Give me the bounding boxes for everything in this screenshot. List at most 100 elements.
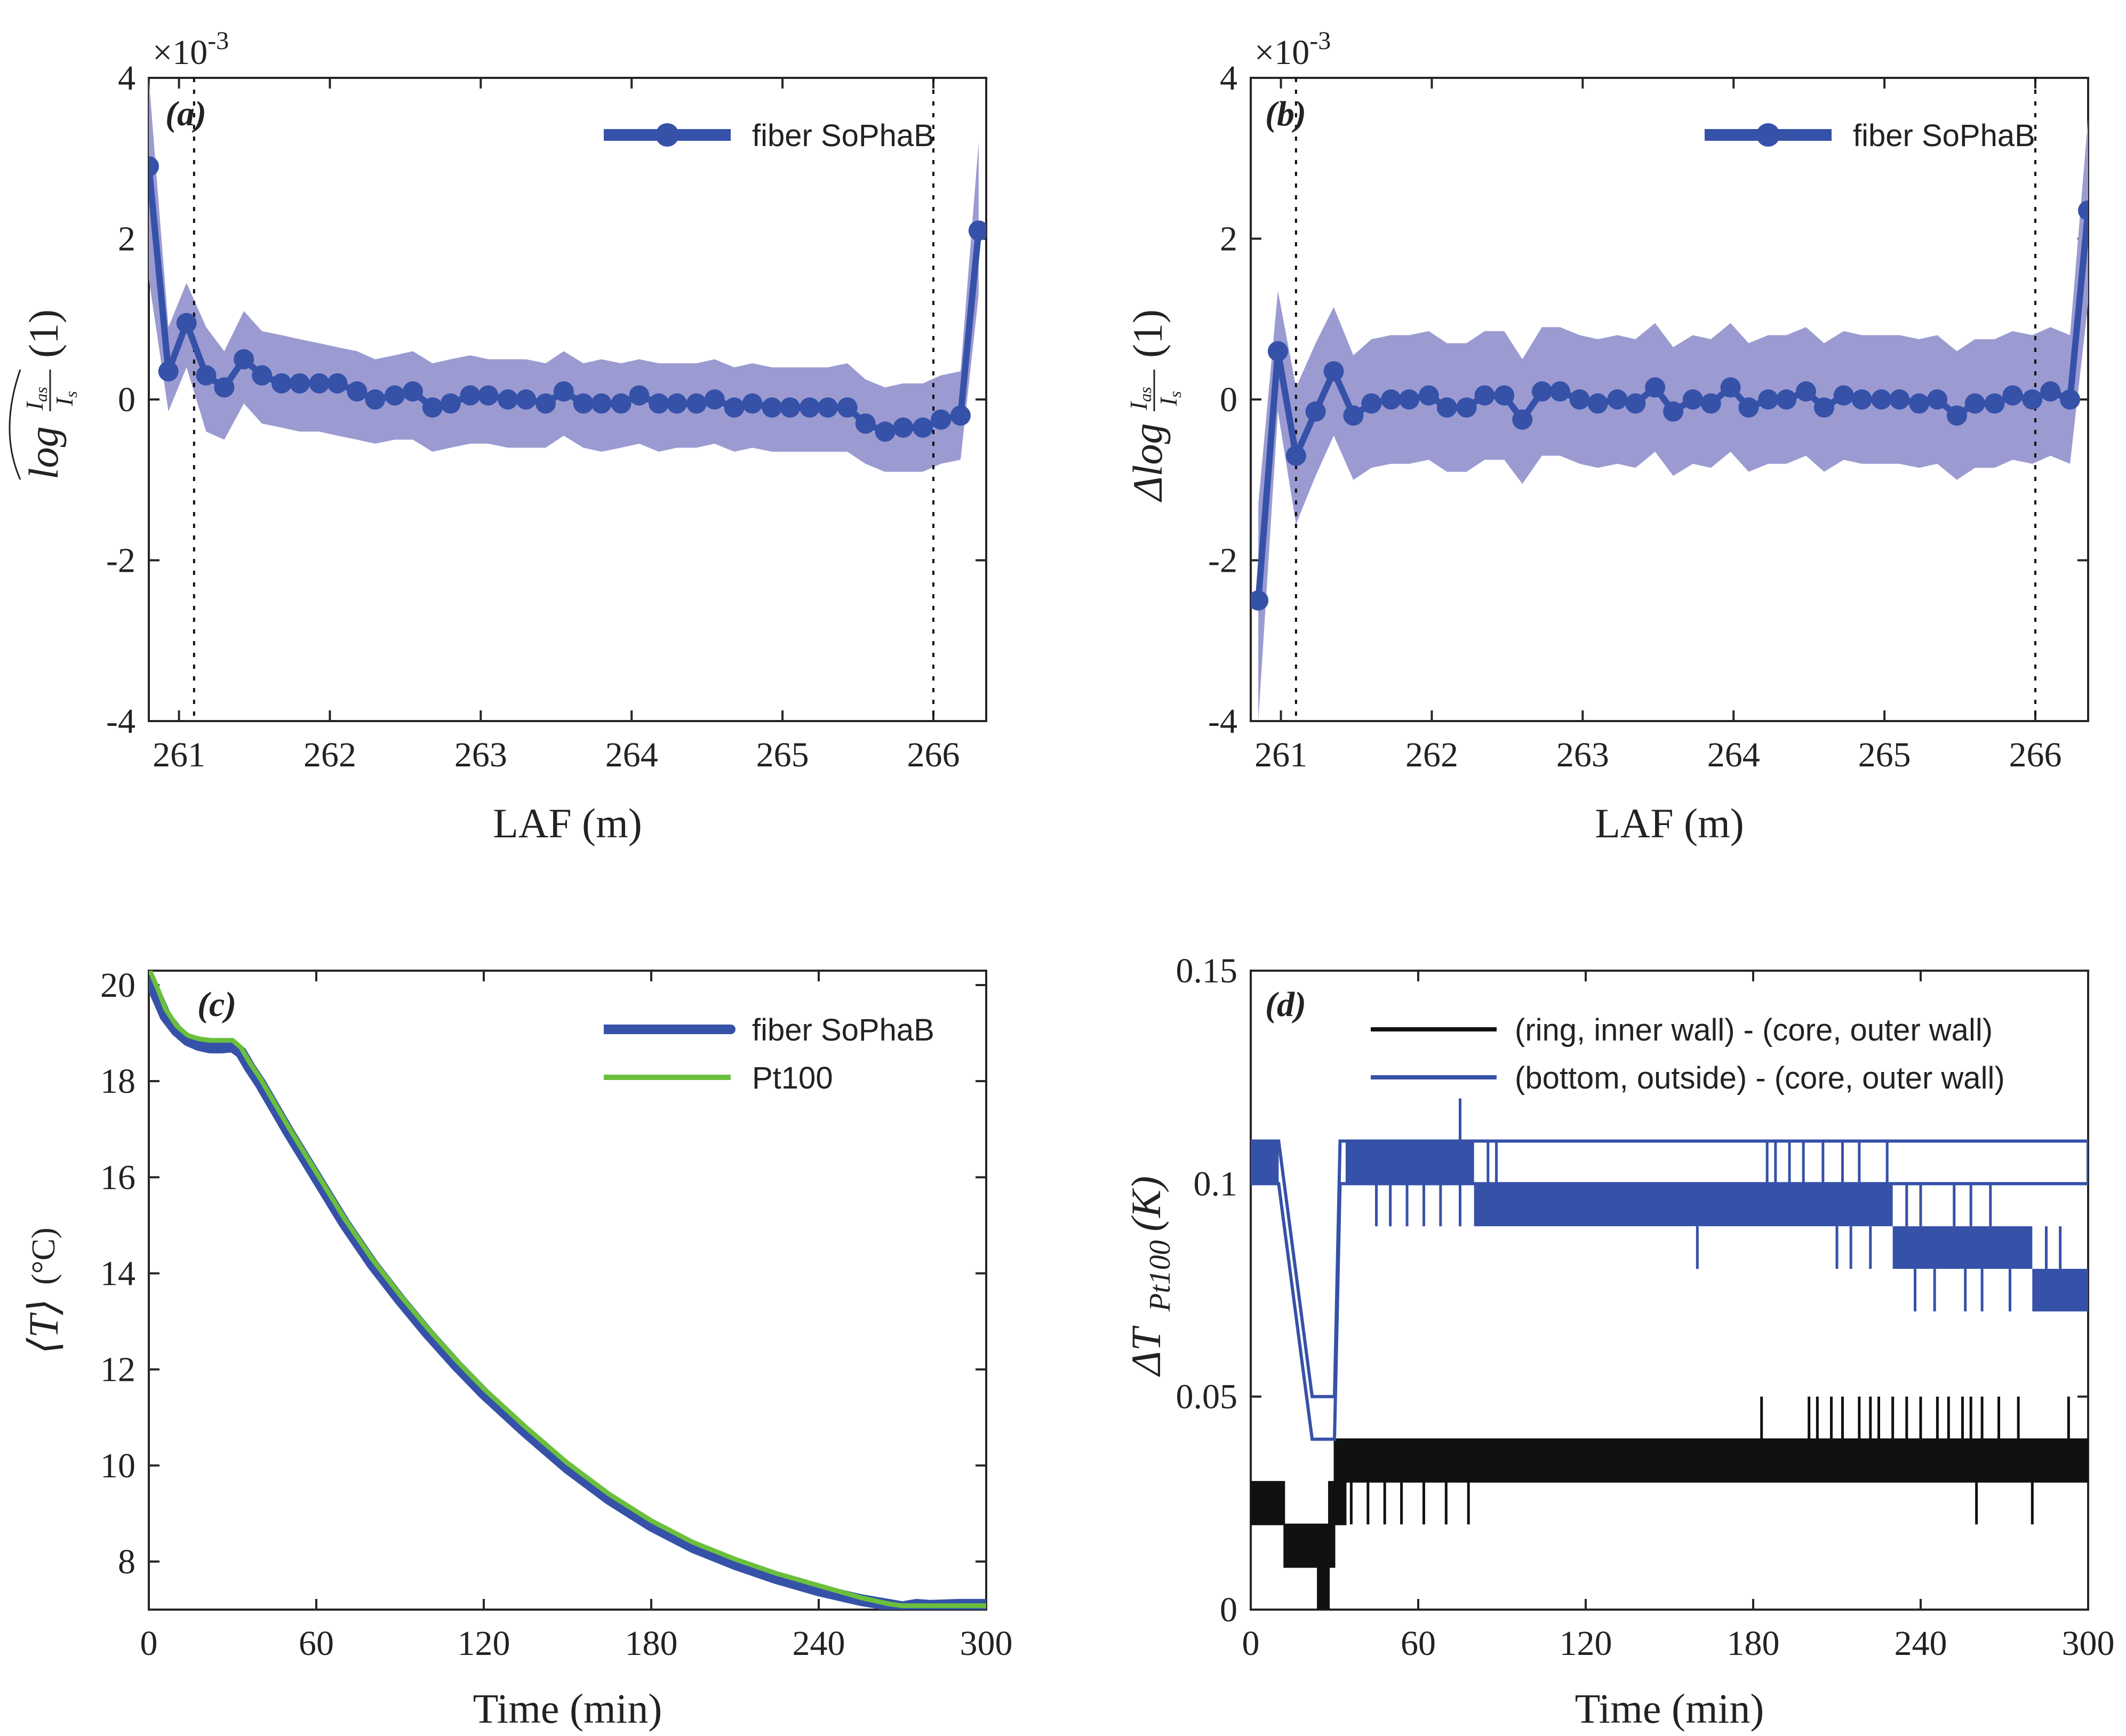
- bottom-series-band: [1345, 1141, 1474, 1184]
- fiber-data-point: [149, 156, 159, 177]
- x-tick-label: 263: [454, 735, 507, 774]
- y-tick-label: 12: [100, 1350, 135, 1389]
- fiber-data-point: [1700, 393, 1721, 414]
- fiber-data-point: [1587, 393, 1608, 414]
- fiber-data-point: [968, 220, 986, 241]
- fiber-data-point: [1927, 389, 1948, 410]
- fiber-data-point: [1381, 389, 1402, 410]
- legend-text-fiber-b: fiber SoPhaB: [1853, 118, 2035, 153]
- panel-b-label: (b): [1265, 94, 1306, 133]
- fiber-data-point: [1474, 385, 1495, 406]
- fiber-data-point: [950, 405, 971, 426]
- fiber-data-point: [252, 365, 273, 386]
- bottom-series-band: [1251, 1141, 1279, 1184]
- fiber-data-point: [591, 393, 612, 414]
- panel-c-ylabel: ⟨T⟩ (°C): [20, 1228, 67, 1354]
- panel-d-legend: (ring, inner wall) - (core, outer wall) …: [1371, 1013, 2005, 1095]
- fiber-data-point: [289, 373, 310, 394]
- fiber-data-point: [931, 409, 952, 430]
- fiber-data-point: [1833, 385, 1854, 406]
- panel-c-ylabel-main: ⟨T⟩: [20, 1299, 67, 1354]
- panel-d-ylabel-unit: (K): [1123, 1176, 1169, 1231]
- plot-area-c: [149, 971, 986, 1610]
- fiber-data-point: [516, 389, 537, 410]
- fiber-data-point: [1738, 397, 1759, 418]
- panel-c-legend: fiber SoPhaB Pt100: [604, 1013, 934, 1095]
- fiber-data-point: [1323, 361, 1344, 382]
- fiber-data-point: [724, 397, 745, 418]
- legend-text-pt100-c: Pt100: [752, 1061, 833, 1095]
- panel-a-ticks: 261 262 263 264 265 266 -4 -2 0 2 4: [106, 59, 986, 774]
- fiber-data-point: [1682, 389, 1703, 410]
- fiber-data-point: [1889, 389, 1910, 410]
- panel-a-ylabel-unit: (1): [20, 309, 67, 358]
- fiber-data-point: [365, 389, 386, 410]
- panel-d-ylabel-sub: Pt100: [1144, 1240, 1177, 1312]
- legend-marker-fiber-b: [1756, 123, 1780, 147]
- legend-marker-fiber-c: [726, 1025, 736, 1034]
- fiber-data-point: [1494, 385, 1515, 406]
- plot-area-b: [1251, 78, 2088, 721]
- x-tick-label: 265: [1858, 735, 1911, 774]
- x-tick-label: 240: [793, 1624, 845, 1663]
- panel-b-plot: [1251, 78, 2088, 721]
- bottom-series-band: [2032, 1269, 2088, 1311]
- y-tick-label: 2: [118, 220, 135, 259]
- fiber-data-point: [893, 417, 914, 438]
- x-tick-label: 261: [153, 735, 205, 774]
- panel-c-label: (c): [197, 985, 236, 1024]
- legend-text-ring-d: (ring, inner wall) - (core, outer wall): [1515, 1013, 1993, 1047]
- x-tick-label: 262: [303, 735, 356, 774]
- y-tick-label: 18: [100, 1062, 135, 1101]
- panel-c-ylabel-unit: (°C): [26, 1228, 62, 1285]
- x-tick-label: 180: [1727, 1624, 1780, 1663]
- x-tick-label: 60: [1401, 1624, 1436, 1663]
- fiber-data-point: [1267, 341, 1288, 362]
- panel-a-ylabel-den: Is: [51, 391, 81, 406]
- y-tick-label: 8: [118, 1542, 135, 1581]
- y-tick-label: 0.1: [1194, 1164, 1238, 1203]
- fiber-data-point: [440, 393, 461, 414]
- pt100-series-line: [149, 971, 986, 1609]
- fiber-data-point: [875, 421, 896, 442]
- panel-b: 261 262 263 264 265 266 -4 -2 0 2 4 ×10-3 (b) fibe…: [1124, 27, 2089, 846]
- panel-a-plot: [149, 78, 986, 721]
- fiber-data-point: [1871, 389, 1892, 410]
- x-tick-label: 60: [299, 1624, 334, 1663]
- confidence-band: [149, 78, 979, 472]
- fiber-data-point: [667, 393, 688, 414]
- legend-text-fiber-a: fiber SoPhaB: [752, 118, 934, 153]
- y-tick-label: -2: [106, 541, 135, 580]
- x-tick-label: 264: [605, 735, 658, 774]
- panel-c-xlabel: Time (min): [473, 1685, 662, 1732]
- fiber-data-point: [553, 381, 574, 402]
- fiber-data-point: [478, 385, 499, 406]
- legend-text-bottom-d: (bottom, outside) - (core, outer wall): [1515, 1061, 2005, 1095]
- y-tick-label: 16: [100, 1158, 135, 1197]
- fiber-data-point: [176, 313, 197, 333]
- y-tick-label: 0.05: [1176, 1378, 1238, 1417]
- fiber-data-point: [1285, 445, 1306, 466]
- bottom-series-band: [1892, 1226, 2033, 1269]
- fiber-data-point: [1305, 401, 1326, 422]
- x-tick-label: 264: [1707, 735, 1760, 774]
- x-tick-label: 266: [2009, 735, 2061, 774]
- fiber-data-point: [1645, 377, 1666, 398]
- fiber-data-point: [1512, 409, 1533, 430]
- x-tick-label: 120: [1560, 1624, 1612, 1663]
- y-tick-label: 0: [1220, 380, 1237, 419]
- fiber-data-point: [214, 377, 235, 398]
- fiber-data-point: [535, 393, 556, 414]
- fiber-data-point: [1607, 389, 1628, 410]
- fiber-data-point: [422, 397, 443, 418]
- panel-d-ylabel-main: ΔT: [1123, 1325, 1169, 1377]
- fiber-data-point: [800, 397, 820, 418]
- plot-area-d: [1251, 1098, 2088, 1610]
- x-tick-label: 180: [625, 1624, 678, 1663]
- fiber-data-point: [780, 397, 801, 418]
- y-tick-label: 10: [100, 1446, 135, 1485]
- fiber-data-point: [1776, 389, 1797, 410]
- panel-d-ylabel: ΔT Pt100 (K): [1123, 1176, 1177, 1377]
- panel-d-plot: [1251, 1098, 2088, 1610]
- panel-a-ylabel-num: Ias: [21, 387, 51, 411]
